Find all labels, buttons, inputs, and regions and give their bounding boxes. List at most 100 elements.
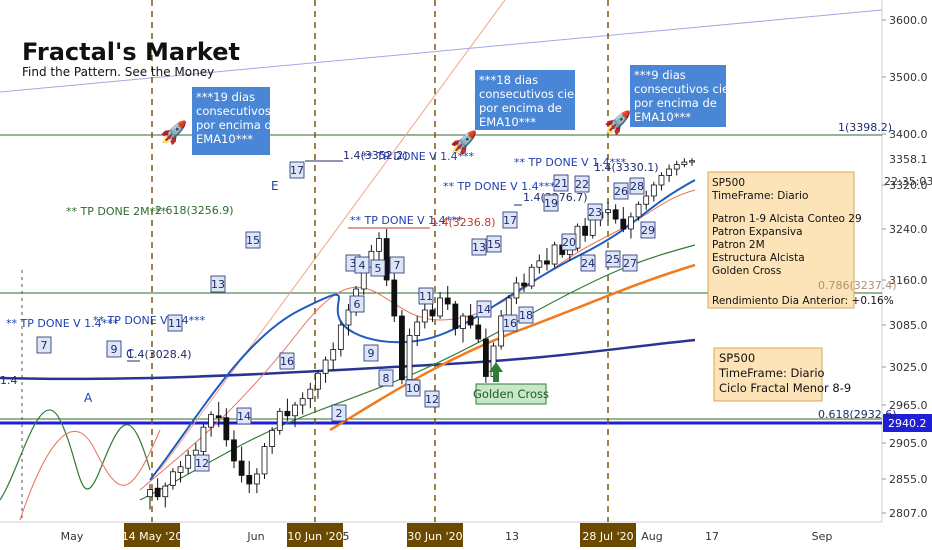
candle-body [208,414,214,428]
candle-body [482,338,489,377]
x-label-30jun: 30 Jun '20 [407,530,462,543]
date-box-2 [287,523,343,547]
candle-body [292,404,298,417]
candle-body [589,217,596,236]
fib-label-0786: 0.786(3237.4) [818,279,897,292]
candle-body [643,195,650,205]
sine-wave-red [19,429,161,521]
annotation-box-1[interactable]: ***19 dias consecutivos cierre por encim… [192,87,307,155]
brand-tagline: Find the Pattern. See the Money [22,65,214,79]
count-box [613,182,629,200]
count-label: 12 [195,457,209,470]
diagonal-trend-line[interactable] [159,0,506,471]
info-box-2-line-3: Ciclo Fractal Menor 8-9 [719,381,851,395]
candle-body [475,324,482,340]
count-box [622,254,638,272]
count-box [370,259,386,277]
count-box [587,203,603,221]
count-label: 16 [503,317,517,330]
info-box-1-line-2: TimeFrame: Diario [711,190,808,202]
annotation-2-line-2: consecutivos cierre [479,87,590,101]
count-box [424,390,440,408]
count-label: 14 [477,303,491,316]
candle-body [315,372,321,390]
fib-label-3330: 1.4(3330.1) [594,161,659,174]
ema20-line[interactable] [139,189,696,491]
candle-body [406,335,413,381]
candle-body [582,225,589,236]
count-box [518,306,534,324]
count-box [553,174,569,192]
candle-body [322,359,329,374]
candle-body [673,164,680,170]
tp-label-3: ** TP DONE V 1.4*** [350,214,463,227]
fib-label-3352: 1.4(3352.2) [343,149,408,162]
count-label: 25 [606,253,620,266]
annotation-box-3[interactable]: ***9 dias consecutivos cierre por encima… [630,65,745,127]
price-line-label: 2940.2 [888,417,927,430]
fib-label-left: 1.4 [0,374,18,387]
y-tick-label: 2905.0 [889,437,928,450]
price-line-badge[interactable] [883,414,932,432]
candle-body [200,426,207,453]
golden-cross-marker[interactable]: Golden Cross [473,362,549,405]
count-label: 5 [375,262,382,275]
candle-body [231,439,237,462]
count-label: 13 [472,241,486,254]
candle-body [513,282,520,299]
count-label: 4 [359,259,366,272]
count-box [502,314,518,332]
count-label: 16 [280,355,294,368]
y-tick-label: 3085.0 [889,319,928,332]
count-label: 12 [425,393,439,406]
candle-body [185,454,192,469]
annotation-1-line-1: ***19 dias [196,90,255,104]
upper-channel-line[interactable] [0,9,883,93]
tp-label-2m: ** TP DONE 2M*** [66,205,167,218]
count-box [245,231,261,249]
candle-body [650,184,657,197]
count-label: 13 [211,278,225,291]
count-label: 29 [641,224,655,237]
info-box-1-line-7: Golden Cross [712,265,781,277]
fib-label-1: 1(3398.2) [838,121,892,134]
ema100-line[interactable] [329,263,696,432]
annotation-2-line-4: EMA10*** [479,115,536,129]
candle-body [612,209,619,220]
y-tick-label: 3025.0 [889,361,928,374]
info-box-2-line-1: SP500 [719,351,755,365]
candle-body [437,297,443,317]
candle-body [452,303,459,329]
count-label: 22 [575,178,589,191]
tp-label-2: ** TP DONE V 1.4*** [93,314,206,327]
count-label: 9 [111,343,118,356]
current-time-label: 22:35:03 [884,175,932,188]
count-box [363,344,379,362]
candle-body [147,489,153,498]
count-box [210,275,226,293]
candle-body [414,321,421,336]
fib-label-3028: 1.4(3028.4) [127,348,192,361]
info-box-patterns[interactable]: SP500 TimeFrame: Diario Patron 1-9 Alcis… [707,171,894,309]
annotation-box-2[interactable]: ***18 dias consecutivos cierre por encim… [475,70,590,130]
count-label: 7 [41,339,48,352]
ema200-line[interactable] [0,338,696,381]
count-box [418,287,434,305]
candle-body [337,324,344,350]
info-box-1-line-5: Patron 2M [712,239,765,251]
ema10-line[interactable] [149,179,696,481]
price-axis-bg [882,0,932,522]
count-box [331,404,347,422]
candle-body [666,168,672,176]
fib-label-3236: 1.4(3236.8) [431,216,496,229]
count-box [405,379,421,397]
count-label: 9 [368,347,375,360]
wave-label-c: C [126,347,134,361]
fib-label-0618: 0.618(2932.6) [818,408,897,421]
candle-body [162,485,169,498]
count-label: 3 [350,257,357,270]
info-box-fractal[interactable]: SP500 TimeFrame: Diario Ciclo Fractal Me… [713,347,851,402]
count-box [543,194,559,212]
